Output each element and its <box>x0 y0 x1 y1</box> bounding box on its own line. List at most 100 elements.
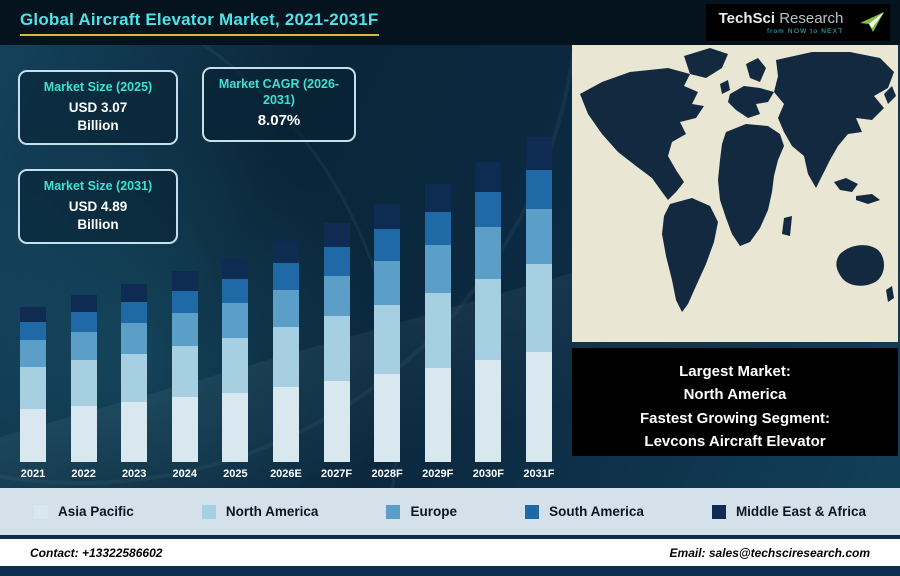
footer-bottom-bar <box>0 566 900 576</box>
segment-middle-east-africa <box>424 184 451 213</box>
x-axis-label: 2028F <box>371 468 403 480</box>
segment-south-america <box>323 247 350 276</box>
stat-market-size-2031: Market Size (2031) USD 4.89 Billion <box>18 169 178 245</box>
legend-item-middle-east-africa: Middle East & Africa <box>711 504 866 519</box>
logo-brand: TechSci Research <box>718 10 844 27</box>
legend-item-south-america: South America <box>525 504 644 519</box>
stacked-bar <box>323 223 350 462</box>
segment-asia-pacific <box>70 405 97 462</box>
x-axis-label: 2026E <box>270 468 302 480</box>
segment-middle-east-africa <box>70 295 97 312</box>
stacked-bar <box>272 241 299 462</box>
legend-label: South America <box>549 504 644 519</box>
segment-middle-east-africa <box>525 137 552 170</box>
x-axis-label: 2024 <box>172 468 198 480</box>
segment-europe <box>475 227 502 279</box>
segment-asia-pacific <box>272 386 299 462</box>
x-axis-label: 2025 <box>223 468 248 480</box>
stat-value: USD 3.07 <box>68 99 128 115</box>
bar-2024: 2024 <box>162 271 208 480</box>
stat-market-cagr: Market CAGR (2026-2031) 8.07% <box>202 67 356 142</box>
stacked-bar <box>475 161 502 462</box>
x-axis-label: 2021 <box>20 468 46 480</box>
paper-plane-icon <box>860 12 884 32</box>
stacked-bar <box>70 295 97 462</box>
stacked-bar <box>20 306 46 462</box>
stacked-bar-chart: 2021 2022 2023 2024 2025 2026E 2027F 2028F 2029F… <box>10 120 562 480</box>
segment-middle-east-africa <box>272 241 299 264</box>
stat-market-size-2025: Market Size (2025) USD 3.07 Billion <box>18 70 178 146</box>
segment-europe <box>374 260 401 305</box>
segment-south-america <box>424 212 451 246</box>
segment-asia-pacific <box>424 367 451 462</box>
segment-north-america <box>424 292 451 368</box>
x-axis-label: 2029F <box>422 468 454 480</box>
largest-market-value: North America <box>683 386 787 404</box>
fastest-segment-label: Fastest Growing Segment: <box>639 409 831 427</box>
segment-asia-pacific <box>20 408 46 462</box>
market-callout: Largest Market: North America Fastest Gr… <box>572 348 898 456</box>
segment-asia-pacific <box>374 374 401 462</box>
x-axis-label: 2031F <box>523 468 555 480</box>
segment-asia-pacific <box>525 351 552 462</box>
stat-label: Market Size (2025) <box>43 80 153 94</box>
legend-label: Europe <box>410 504 457 519</box>
x-axis-label: 2022 <box>71 468 96 480</box>
segment-europe <box>171 313 198 346</box>
stat-value: 8.07% <box>257 112 301 130</box>
bar-2027F: 2027F <box>314 223 360 480</box>
segment-europe <box>70 331 97 361</box>
segment-asia-pacific <box>121 401 148 462</box>
segment-south-america <box>171 290 198 314</box>
logo-tagline: from NOW to NEXT <box>767 28 844 35</box>
segment-middle-east-africa <box>374 203 401 230</box>
footer: Contact: +13322586602 Email: sales@techs… <box>0 539 900 566</box>
segment-asia-pacific <box>171 396 198 462</box>
segment-europe <box>121 323 148 354</box>
footer-divider <box>0 535 900 539</box>
segment-south-america <box>70 311 97 332</box>
segment-south-america <box>272 263 299 290</box>
contact-email: Email: sales@techsciresearch.com <box>669 545 870 560</box>
bar-2028F: 2028F <box>364 203 410 480</box>
world-map <box>572 45 898 342</box>
legend-label: Middle East & Africa <box>735 504 866 519</box>
legend-label: North America <box>225 504 319 519</box>
legend-label: Asia Pacific <box>58 504 134 519</box>
segment-europe <box>222 303 249 338</box>
legend-swatch <box>386 504 401 519</box>
segment-south-america <box>374 229 401 261</box>
segment-north-america <box>525 263 552 352</box>
contact-phone: Contact: +13322586602 <box>30 545 163 560</box>
stacked-bar <box>171 271 198 462</box>
logo-text: TechSci Research from NOW to NEXT <box>719 10 878 35</box>
segment-asia-pacific <box>475 359 502 462</box>
segment-middle-east-africa <box>121 283 148 302</box>
segment-middle-east-africa <box>20 306 46 322</box>
segment-north-america <box>323 316 350 381</box>
header: Global Aircraft Elevator Market, 2021-20… <box>0 0 900 45</box>
bar-2029F: 2029F <box>415 184 461 480</box>
bar-2026E: 2026E <box>263 241 309 480</box>
segment-middle-east-africa <box>475 161 502 192</box>
stat-label: Market CAGR (2026-2031) <box>218 77 340 107</box>
legend-swatch <box>34 504 48 519</box>
fastest-segment-value: Levcons Aircraft Elevator <box>644 432 826 450</box>
segment-north-america <box>70 360 97 406</box>
segment-south-america <box>20 321 46 341</box>
segment-europe <box>424 245 451 293</box>
segment-north-america <box>121 353 148 402</box>
segment-north-america <box>374 304 401 375</box>
stacked-bar <box>121 283 148 462</box>
segment-middle-east-africa <box>222 258 249 279</box>
right-panel: Largest Market: North America Fastest Gr… <box>572 45 898 456</box>
segment-asia-pacific <box>222 392 249 462</box>
segment-north-america <box>475 278 502 360</box>
x-axis-label: 2030F <box>472 468 504 480</box>
stat-label: Market Size (2031) <box>43 179 153 193</box>
bar-2030F: 2030F <box>465 161 511 480</box>
legend-swatch <box>711 504 726 519</box>
segment-europe <box>20 340 46 367</box>
segment-middle-east-africa <box>171 271 198 291</box>
